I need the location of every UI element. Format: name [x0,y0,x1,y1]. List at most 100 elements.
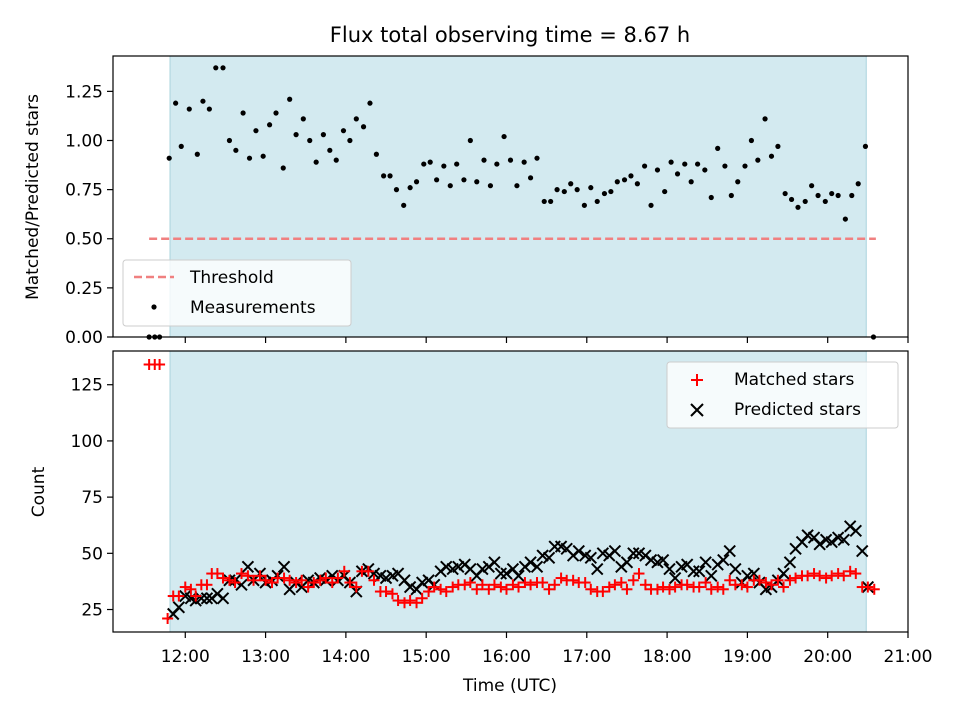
measurement-point [822,198,828,205]
measurement-point [829,190,835,197]
legend-matched-swatch [691,374,703,386]
matched-point [609,579,621,591]
measurement-point [387,173,393,179]
predicted-point [699,556,712,569]
measurement-point [300,116,306,122]
predicted-point [195,592,208,605]
bottom-legend-box [666,361,899,429]
matched-point [495,581,507,593]
matched-point [669,581,681,593]
matched-point [838,570,850,582]
measurement-point [487,183,494,189]
predicted-point [825,535,838,549]
measurement-point [327,147,333,153]
predicted-point [627,547,640,560]
matched-point [173,590,185,602]
xtick-label: 12:00 [161,647,210,667]
predicted-point [500,567,513,580]
measurement-point [178,143,184,149]
matched-point [844,565,856,577]
measurement-point [654,167,661,173]
measurement-point [320,132,326,138]
matched-point [537,577,549,589]
measurement-point [682,161,688,167]
matched-point [519,577,531,589]
matched-point [404,595,416,607]
measurement-point [200,98,206,104]
matched-point [362,565,374,577]
measurement-point [173,100,179,106]
measurement-point [755,157,761,163]
chart-title: Flux total observing time = 8.67 h [330,23,690,47]
measurement-point [454,161,460,167]
matched-point [223,574,235,586]
measurement-point [608,188,614,195]
measurement-point [474,179,480,185]
bottom-yticks: 25 50 75 100 125 [71,376,113,621]
measurement-point [527,175,534,181]
matched-point [302,581,314,593]
matched-point [603,581,615,593]
measurement-point [461,177,467,183]
measurement-point [715,145,721,151]
matched-point [681,579,693,591]
measurement-point [447,183,453,189]
predicted-point [524,556,537,569]
matched-point [664,583,675,595]
measurement-point [313,159,319,165]
legend-matched-label: Matched stars [734,370,854,390]
matched-point [507,579,519,591]
measurement-point [795,204,801,210]
matched-point [399,597,410,609]
matched-point [260,574,272,586]
predicted-point [723,544,736,558]
measurement-point [266,122,273,128]
measurement-point [521,159,527,165]
predicted-point [620,556,634,569]
measurement-point [809,183,815,189]
ytick-label: 1.00 [65,131,103,151]
measurement-point [213,65,219,71]
ytick-label: 0.25 [65,279,103,299]
predicted-point [668,571,682,585]
xtick-label: 21:00 [884,647,933,667]
ytick-label: 50 [81,544,103,564]
measurement-point [273,110,279,116]
predicted-point [542,551,556,565]
matched-point [242,570,254,582]
matched-point [778,581,790,593]
predicted-point [235,578,248,591]
matched-point [579,577,591,589]
measurement-point [628,173,634,179]
measurement-point [434,177,440,183]
matched-point [326,577,338,589]
measurement-point [347,137,353,144]
measurement-point [427,159,433,165]
predicted-point [172,601,186,614]
measurement-point [735,179,741,185]
measurement-point [662,188,668,195]
matched-point [741,581,753,593]
legend-predicted-label: Predicted stars [734,400,861,420]
measurement-point [588,185,594,191]
measurement-point [534,155,540,161]
xtick-label: 19:00 [723,647,772,667]
measurement-point [381,173,387,179]
measurement-point [548,198,554,205]
matched-point [344,577,356,589]
measurement-point [634,181,640,187]
measurement-point [507,157,514,163]
predicted-point [608,544,622,558]
legend-threshold-label: Threshold [189,268,274,288]
ytick-label: 75 [81,488,103,508]
measurement-point [775,143,781,149]
matched-point [332,572,344,584]
matched-point [217,572,229,584]
predicted-point [241,560,255,574]
matched-point [597,586,609,598]
measurement-point [748,137,755,144]
measurement-point [413,179,420,185]
predicted-point [277,560,291,574]
predicted-point [494,567,508,580]
matched-point [826,570,838,582]
